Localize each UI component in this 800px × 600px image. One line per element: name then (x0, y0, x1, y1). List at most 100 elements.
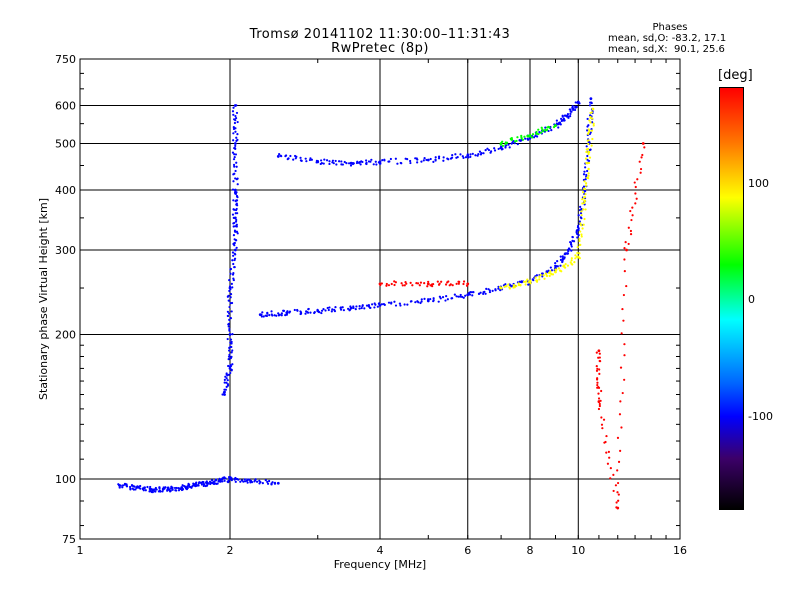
data-point (429, 297, 432, 301)
data-point (278, 153, 281, 156)
data-point (597, 400, 601, 403)
phases-o-stats: mean, sd,O: -83.2, 17.1 (608, 33, 727, 44)
data-point (578, 252, 581, 255)
data-point (331, 159, 335, 162)
data-point (426, 299, 430, 303)
data-point (124, 483, 127, 486)
data-point (596, 383, 599, 387)
data-point (280, 312, 283, 315)
data-point (634, 202, 637, 205)
data-point (541, 128, 544, 131)
data-point (625, 284, 628, 288)
data-point (166, 489, 169, 492)
data-point (273, 314, 276, 317)
data-point (233, 216, 237, 220)
data-point (223, 479, 226, 482)
data-point (304, 312, 307, 315)
data-point (557, 126, 560, 129)
data-point (234, 144, 237, 148)
data-point (154, 486, 157, 490)
data-point (394, 157, 397, 160)
data-point (287, 157, 290, 160)
data-point (234, 130, 237, 133)
data-point (556, 265, 559, 268)
data-point (317, 310, 320, 313)
data-point (510, 137, 513, 140)
data-point (335, 163, 338, 166)
data-point (379, 283, 382, 287)
data-point (576, 224, 580, 228)
data-point (559, 258, 563, 261)
data-point (562, 257, 565, 260)
data-point (583, 201, 586, 205)
data-point (228, 318, 231, 321)
data-point (501, 147, 504, 151)
data-point (454, 153, 457, 156)
data-point (271, 481, 274, 484)
data-point (197, 484, 200, 487)
data-point (631, 214, 634, 217)
data-point (627, 226, 630, 229)
data-point (600, 423, 604, 426)
data-point (563, 253, 566, 256)
data-point (358, 307, 361, 310)
data-point (437, 300, 440, 303)
data-point (617, 460, 621, 463)
data-point (531, 136, 534, 139)
data-point (169, 489, 172, 492)
data-point (426, 158, 430, 162)
data-point (582, 173, 586, 176)
data-point (385, 284, 388, 287)
data-point (598, 352, 601, 355)
data-point (576, 245, 579, 249)
data-point (548, 126, 551, 129)
data-point (541, 130, 545, 133)
chart-title-line2: RwPretec (8p) (331, 41, 429, 56)
data-point (243, 480, 247, 483)
data-point (266, 312, 269, 315)
data-point (214, 479, 217, 482)
data-point (643, 146, 646, 149)
data-point (573, 108, 577, 112)
data-point (577, 234, 580, 237)
data-point (554, 264, 557, 267)
data-point (235, 202, 238, 205)
data-point (639, 171, 642, 174)
data-point (187, 482, 190, 485)
data-point (235, 218, 238, 222)
data-point (236, 183, 239, 186)
data-point (230, 477, 233, 480)
data-point (235, 246, 238, 249)
data-point (284, 313, 287, 317)
data-point (420, 298, 423, 301)
data-point (349, 164, 353, 167)
data-point (576, 236, 579, 239)
data-point (383, 158, 386, 161)
data-point (570, 249, 573, 252)
data-point (534, 276, 537, 279)
data-point (620, 332, 623, 335)
data-point (347, 162, 351, 165)
data-point (308, 158, 312, 162)
data-point (393, 300, 396, 303)
data-point (583, 199, 587, 203)
data-point (531, 133, 535, 136)
data-point (354, 308, 357, 311)
data-point (472, 291, 475, 294)
data-point (471, 152, 474, 155)
data-point (299, 156, 302, 159)
data-point (567, 247, 571, 250)
data-point (432, 160, 435, 163)
data-point (498, 286, 502, 289)
data-point (198, 481, 201, 484)
data-point (527, 281, 530, 284)
data-point (158, 486, 161, 489)
data-point (581, 198, 584, 201)
data-point (542, 274, 545, 277)
data-point (369, 306, 372, 310)
data-point (623, 270, 626, 273)
data-point (332, 162, 335, 165)
data-point (592, 122, 595, 125)
data-point (457, 282, 460, 285)
data-point (488, 290, 492, 294)
